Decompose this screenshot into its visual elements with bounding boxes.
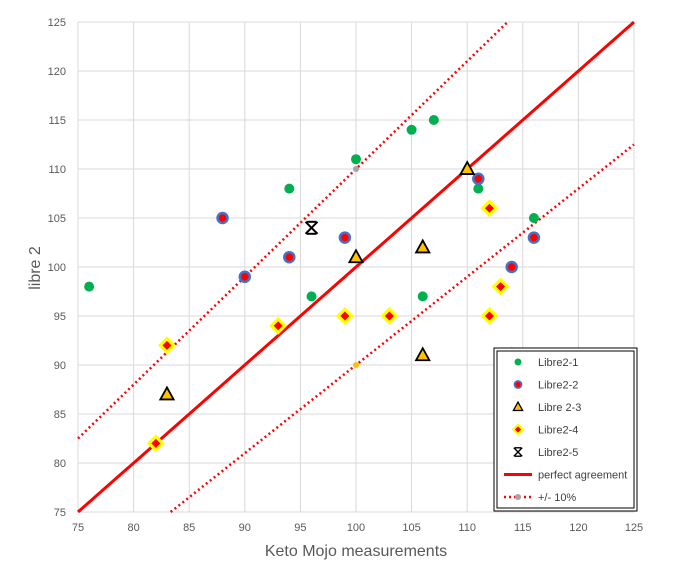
point-libre2-4 — [146, 434, 165, 453]
x-tick-label: 100 — [347, 522, 365, 534]
y-tick-label: 75 — [54, 507, 66, 519]
y-tick-label: 125 — [48, 17, 66, 29]
x-tick-label: 115 — [514, 522, 532, 534]
point-libre2-1 — [351, 154, 361, 165]
diamond-inner — [151, 438, 161, 448]
point-libre2-3 — [158, 385, 176, 401]
y-tick-label: 95 — [54, 311, 66, 323]
point-libre2-3 — [414, 238, 431, 254]
x-tick-label: 120 — [569, 522, 587, 534]
legend-line-marker — [515, 494, 521, 500]
legend: Libre2-1 Libre2-2 Libre 2-3 Libre2-4 Libre2-… — [493, 347, 638, 512]
star-stroke — [513, 447, 523, 457]
legend-label: Libre2-4 — [538, 425, 578, 437]
diamond-inner — [484, 203, 494, 213]
point-libre2-1 — [473, 183, 484, 194]
point-libre2-2 — [527, 231, 541, 244]
ten-percent-line — [77, 21, 509, 440]
x-tick-label: 95 — [294, 522, 306, 534]
x-tick-labels: 75 80 85 90 95 100 105 110 115 120 125 — [72, 522, 643, 534]
y-tick-label: 110 — [48, 164, 66, 176]
point-libre2-2 — [505, 260, 518, 274]
x-tick-label: 85 — [183, 522, 195, 534]
point-libre2-1 — [528, 213, 539, 223]
small-point — [353, 166, 359, 172]
diamond-inner — [514, 426, 522, 433]
point-libre2-3 — [347, 248, 365, 264]
perfect-agreement-line — [77, 20, 635, 514]
legend-label: Libre2-1 — [538, 357, 578, 369]
legend-label: perfect agreement — [538, 470, 627, 482]
y-tick-label: 105 — [48, 213, 66, 225]
diamond-inner — [340, 311, 350, 321]
legend-label: Libre2-5 — [538, 447, 578, 459]
point-libre2-4 — [480, 307, 499, 325]
point-libre2-1 — [428, 115, 439, 125]
y-tick-label: 80 — [54, 458, 66, 470]
diamond-inner — [384, 311, 394, 321]
x-tick-label: 105 — [402, 522, 420, 534]
ten-percent-line — [169, 143, 635, 513]
y-tick-label: 90 — [54, 360, 66, 372]
y-tick-label: 115 — [48, 115, 66, 127]
legend-label: Libre2-2 — [538, 380, 578, 392]
y-tick-label: 85 — [54, 409, 66, 421]
x-tick-label: 110 — [458, 522, 476, 534]
y-axis-title: libre 2 — [27, 246, 44, 290]
star-stroke — [304, 221, 319, 235]
point-libre2-4 — [491, 277, 510, 296]
point-libre2-4 — [157, 336, 176, 355]
diamond-inner — [496, 282, 506, 292]
diamond-inner — [484, 311, 494, 321]
x-tick-label: 80 — [127, 522, 139, 534]
point-libre2-2 — [472, 172, 485, 186]
x-tick-label: 125 — [625, 522, 643, 534]
x-tick-label: 90 — [239, 522, 251, 534]
reference-lines — [77, 20, 635, 514]
legend-box-inner — [496, 350, 635, 509]
point-libre2-2 — [216, 211, 229, 225]
diamond-inner — [162, 340, 172, 350]
point-libre2-4 — [269, 316, 288, 335]
point-libre2-2 — [238, 270, 252, 284]
point-libre2-1 — [84, 281, 95, 292]
small-point — [353, 362, 359, 368]
point-libre2-4 — [511, 423, 525, 436]
point-libre2-1 — [406, 124, 417, 135]
y-tick-label: 120 — [48, 66, 66, 78]
point-libre2-3 — [459, 160, 476, 175]
legend-label: Libre 2-3 — [538, 402, 581, 414]
point-libre2-1 — [417, 291, 428, 302]
point-libre2-2 — [513, 380, 523, 389]
point-libre2-5 — [304, 220, 319, 235]
point-libre2-1 — [306, 291, 317, 302]
point-libre2-2 — [338, 231, 352, 244]
point-libre2-1 — [284, 183, 295, 194]
x-axis-title: Keto Mojo measurements — [265, 543, 447, 560]
point-libre2-5 — [513, 447, 523, 457]
diamond-inner — [273, 321, 283, 331]
y-tick-labels: 75 80 85 90 95 100 105 110 115 120 125 — [48, 17, 66, 519]
point-libre2-2 — [283, 250, 296, 264]
point-libre2-1 — [514, 358, 522, 366]
point-libre2-3 — [512, 400, 524, 412]
legend-label: +/- 10% — [538, 492, 576, 504]
y-tick-label: 100 — [48, 262, 66, 274]
point-libre2-4 — [335, 307, 354, 325]
point-libre2-3 — [414, 346, 431, 362]
point-libre2-4 — [380, 307, 399, 325]
point-libre2-4 — [480, 199, 499, 218]
x-tick-label: 75 — [72, 522, 84, 534]
